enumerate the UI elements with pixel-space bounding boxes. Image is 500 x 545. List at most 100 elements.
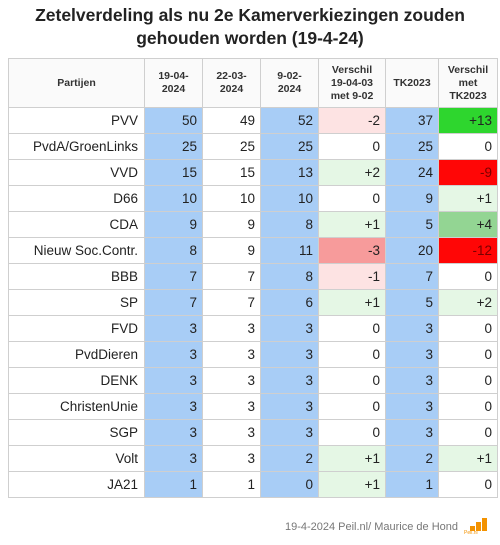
seats-22-03-cell: 15 <box>202 159 261 186</box>
seats-tk2023-cell: 5 <box>385 289 439 316</box>
seats-22-03-cell: 10 <box>202 185 261 212</box>
party-cell: SP <box>8 289 145 316</box>
seats-9-02-cell: 3 <box>260 393 319 420</box>
seats-9-02-cell: 2 <box>260 445 319 472</box>
party-cell: D66 <box>8 185 145 212</box>
column-header-diff-2: Verschil met TK2023 <box>438 58 498 108</box>
seats-9-02-cell: 11 <box>260 237 319 264</box>
seats-9-02-cell: 8 <box>260 263 319 290</box>
column-header-diff-1: Verschil 19-04-03 met 9-02 <box>318 58 386 108</box>
table-row: BBB 7 7 8 -1 7 0 <box>8 263 498 290</box>
diff-9-02-cell: +2 <box>318 159 386 186</box>
table-row: Nieuw Soc.Contr. 8 9 11 -3 20 -12 <box>8 237 498 264</box>
table-row: SP 7 7 6 +1 5 +2 <box>8 289 498 316</box>
diff-tk2023-cell: 0 <box>438 393 498 420</box>
seats-22-03-cell: 3 <box>202 445 261 472</box>
table-row: PvdA/GroenLinks 25 25 25 0 25 0 <box>8 133 498 160</box>
party-cell: Nieuw Soc.Contr. <box>8 237 145 264</box>
seats-tk2023-cell: 24 <box>385 159 439 186</box>
diff-9-02-cell: 0 <box>318 341 386 368</box>
diff-tk2023-cell: 0 <box>438 367 498 394</box>
diff-9-02-cell: 0 <box>318 133 386 160</box>
seats-9-02-cell: 6 <box>260 289 319 316</box>
seats-19-04-cell: 3 <box>144 367 203 394</box>
party-cell: PVV <box>8 107 145 134</box>
seats-22-03-cell: 7 <box>202 263 261 290</box>
column-header-party: Partijen <box>8 58 145 108</box>
peil-logo: Peil.nl <box>464 514 492 536</box>
seats-22-03-cell: 1 <box>202 471 261 498</box>
logo-bar-icon <box>482 518 487 531</box>
diff-tk2023-cell: 0 <box>438 341 498 368</box>
diff-9-02-cell: +1 <box>318 289 386 316</box>
seats-19-04-cell: 50 <box>144 107 203 134</box>
diff-tk2023-cell: 0 <box>438 315 498 342</box>
seats-22-03-cell: 3 <box>202 341 261 368</box>
seats-tk2023-cell: 2 <box>385 445 439 472</box>
table-row: Volt 3 3 2 +1 2 +1 <box>8 445 498 472</box>
diff-tk2023-cell: -12 <box>438 237 498 264</box>
table-row: PvdDieren 3 3 3 0 3 0 <box>8 341 498 368</box>
diff-9-02-cell: -3 <box>318 237 386 264</box>
table-row: FVD 3 3 3 0 3 0 <box>8 315 498 342</box>
diff-9-02-cell: +1 <box>318 211 386 238</box>
party-cell: DENK <box>8 367 145 394</box>
seats-9-02-cell: 25 <box>260 133 319 160</box>
seats-9-02-cell: 13 <box>260 159 319 186</box>
seats-tk2023-cell: 3 <box>385 419 439 446</box>
seats-9-02-cell: 8 <box>260 211 319 238</box>
party-cell: PvdDieren <box>8 341 145 368</box>
diff-tk2023-cell: +1 <box>438 445 498 472</box>
diff-tk2023-cell: 0 <box>438 133 498 160</box>
seats-9-02-cell: 3 <box>260 341 319 368</box>
table-row: JA21 1 1 0 +1 1 0 <box>8 471 498 498</box>
diff-tk2023-cell: 0 <box>438 263 498 290</box>
table-row: SGP 3 3 3 0 3 0 <box>8 419 498 446</box>
seats-tk2023-cell: 1 <box>385 471 439 498</box>
party-cell: ChristenUnie <box>8 393 145 420</box>
column-header-date-1: 19-04-2024 <box>144 58 203 108</box>
seats-9-02-cell: 52 <box>260 107 319 134</box>
diff-9-02-cell: 0 <box>318 367 386 394</box>
seats-22-03-cell: 7 <box>202 289 261 316</box>
party-cell: VVD <box>8 159 145 186</box>
diff-9-02-cell: 0 <box>318 393 386 420</box>
seats-19-04-cell: 7 <box>144 289 203 316</box>
seats-9-02-cell: 3 <box>260 419 319 446</box>
party-cell: BBB <box>8 263 145 290</box>
seats-tk2023-cell: 37 <box>385 107 439 134</box>
seats-9-02-cell: 3 <box>260 367 319 394</box>
seats-tk2023-cell: 9 <box>385 185 439 212</box>
seats-19-04-cell: 7 <box>144 263 203 290</box>
seats-19-04-cell: 3 <box>144 341 203 368</box>
seats-tk2023-cell: 7 <box>385 263 439 290</box>
diff-9-02-cell: -1 <box>318 263 386 290</box>
seats-9-02-cell: 0 <box>260 471 319 498</box>
seats-19-04-cell: 3 <box>144 419 203 446</box>
diff-9-02-cell: 0 <box>318 315 386 342</box>
seats-22-03-cell: 25 <box>202 133 261 160</box>
seats-22-03-cell: 3 <box>202 393 261 420</box>
logo-bar-icon <box>470 526 475 531</box>
party-cell: JA21 <box>8 471 145 498</box>
diff-tk2023-cell: +4 <box>438 211 498 238</box>
table-row: D66 10 10 10 0 9 +1 <box>8 185 498 212</box>
diff-tk2023-cell: 0 <box>438 471 498 498</box>
logo-text: Peil.nl <box>464 530 478 536</box>
seats-9-02-cell: 3 <box>260 315 319 342</box>
chart-title: Zetelverdeling als nu 2e Kamerverkiezing… <box>35 5 465 48</box>
seats-19-04-cell: 15 <box>144 159 203 186</box>
seats-19-04-cell: 3 <box>144 315 203 342</box>
seats-19-04-cell: 3 <box>144 393 203 420</box>
seats-19-04-cell: 10 <box>144 185 203 212</box>
table-row: VVD 15 15 13 +2 24 -9 <box>8 159 498 186</box>
table-row: PVV 50 49 52 -2 37 +13 <box>8 107 498 134</box>
column-header-date-2: 22-03-2024 <box>202 58 261 108</box>
seats-22-03-cell: 49 <box>202 107 261 134</box>
diff-9-02-cell: -2 <box>318 107 386 134</box>
diff-9-02-cell: 0 <box>318 185 386 212</box>
seats-19-04-cell: 1 <box>144 471 203 498</box>
seats-22-03-cell: 9 <box>202 211 261 238</box>
logo-bar-icon <box>476 522 481 531</box>
seats-19-04-cell: 3 <box>144 445 203 472</box>
